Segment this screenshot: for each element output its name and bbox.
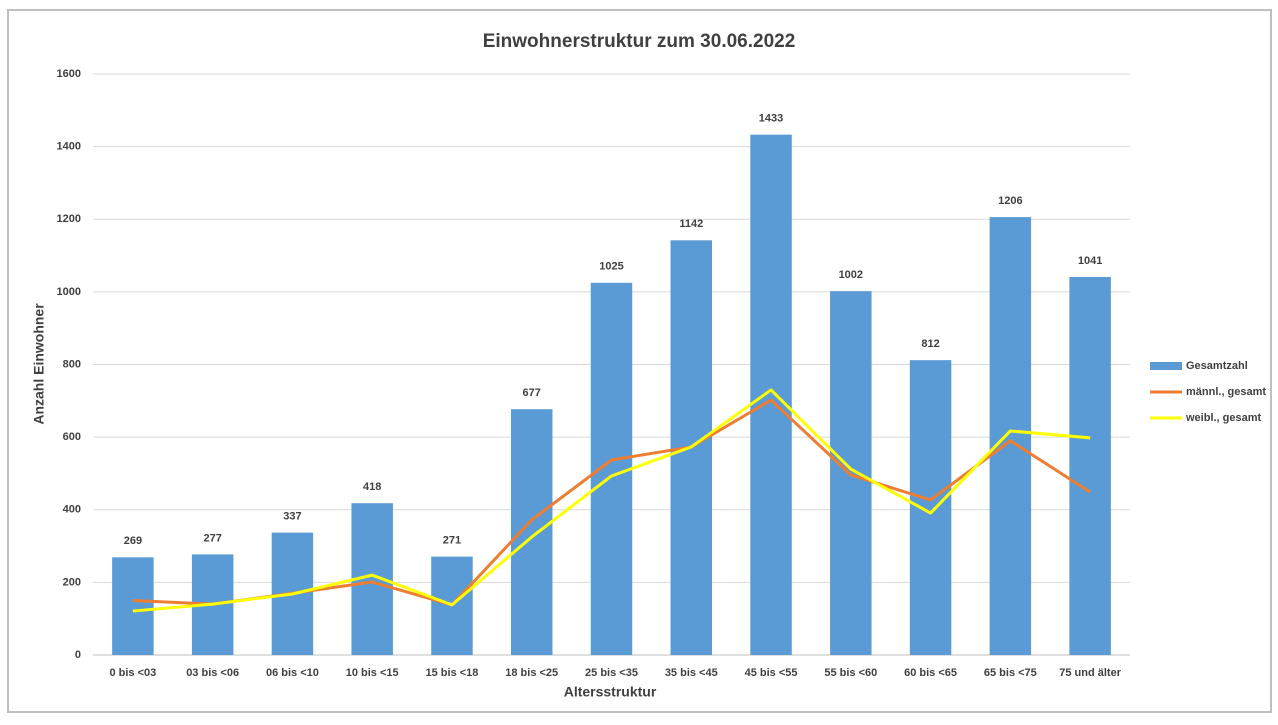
y-tick-label: 1600 (57, 68, 81, 80)
x-tick-label: 18 bis <25 (505, 667, 558, 679)
x-tick-label: 10 bis <15 (346, 667, 399, 679)
bar (1069, 276, 1111, 655)
y-tick-label: 600 (63, 431, 81, 443)
y-tick-label: 200 (63, 576, 81, 588)
legend-label: Gesamtzahl (1186, 360, 1248, 372)
data-label: 269 (124, 535, 142, 547)
data-label: 271 (443, 534, 461, 546)
x-tick-label: 15 bis <18 (426, 667, 479, 679)
data-label: 812 (921, 338, 939, 350)
x-tick-label: 0 bis <03 (109, 667, 156, 679)
bar (590, 282, 633, 655)
y-tick-label: 1400 (57, 141, 81, 153)
data-label: 1433 (759, 113, 783, 125)
x-tick-label: 35 bis <45 (665, 667, 718, 679)
x-tick-label: 55 bis <60 (824, 667, 877, 679)
data-label: 1206 (998, 195, 1022, 207)
y-tick-label: 0 (75, 649, 81, 661)
y-tick-label: 1200 (57, 213, 81, 225)
data-label: 418 (363, 481, 381, 493)
legend-swatch (1150, 362, 1182, 370)
line-series (132, 388, 1091, 613)
legend-label: weibl., gesamt (1185, 412, 1262, 424)
y-tick-label: 800 (63, 358, 81, 370)
bar (989, 217, 1032, 656)
x-tick-label: 03 bis <06 (186, 667, 239, 679)
x-tick-label: 75 und älter (1059, 667, 1121, 679)
bar (750, 134, 792, 656)
data-label: 337 (283, 511, 301, 523)
data-label: 277 (203, 532, 221, 544)
x-tick-label: 25 bis <35 (585, 667, 638, 679)
legend-label: männl., gesamt (1186, 386, 1266, 398)
bar (909, 360, 952, 655)
x-tick-label: 65 bis <75 (984, 667, 1037, 679)
x-axis-title: Altersstruktur (564, 684, 657, 700)
x-tick-label: 60 bis <65 (904, 667, 957, 679)
data-label: 1041 (1078, 255, 1102, 267)
x-tick-label: 06 bis <10 (266, 667, 319, 679)
data-label: 677 (523, 387, 541, 399)
data-label: 1142 (679, 218, 703, 230)
y-tick-label: 1000 (57, 286, 81, 298)
y-axis-title: Anzahl Einwohner (31, 303, 47, 425)
bar (510, 409, 553, 655)
x-tick-label: 45 bis <55 (745, 667, 798, 679)
data-label: 1025 (599, 261, 623, 273)
bar (112, 557, 154, 655)
chart-title: Einwohnerstruktur zum 30.06.2022 (483, 31, 796, 52)
y-tick-label: 400 (63, 504, 81, 516)
data-label: 1002 (839, 269, 863, 281)
